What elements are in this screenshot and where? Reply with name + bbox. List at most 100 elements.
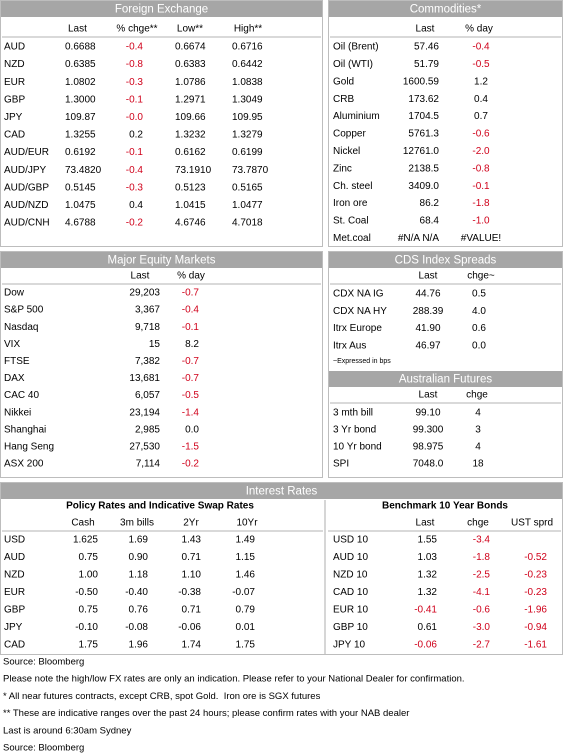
footnote: * All near futures contracts, except CRB… <box>3 691 321 702</box>
subsection-title: Benchmark 10 Year Bonds <box>382 501 508 512</box>
row-label: ASX 200 <box>4 459 44 470</box>
cell: 98.975 <box>413 442 444 453</box>
cell: 13,681 <box>129 373 160 384</box>
cell: -0.52 <box>524 552 547 563</box>
cell: 0.75 <box>79 605 99 616</box>
row-label: Oil (Brent) <box>333 42 379 53</box>
cell: -1.61 <box>524 640 547 651</box>
column-header: chge~ <box>467 271 495 282</box>
cell: 0.0 <box>185 424 199 435</box>
section-header <box>329 252 562 268</box>
cell: -0.3 <box>126 182 144 193</box>
cell: -0.6 <box>473 605 491 616</box>
cell: 1.0786 <box>175 77 206 88</box>
cell: 1.3255 <box>65 130 96 141</box>
cell: -0.10 <box>75 622 98 633</box>
cell: -0.4 <box>182 305 200 316</box>
row-label: CAC 40 <box>4 390 39 401</box>
cell: 1.49 <box>236 535 256 546</box>
cell: 0.5145 <box>65 182 96 193</box>
row-label: GBP 10 <box>333 622 368 633</box>
cell: 0.79 <box>236 605 256 616</box>
section-header <box>329 371 562 387</box>
cell: 1.74 <box>182 640 202 651</box>
column-header: High** <box>234 24 262 35</box>
cell: -0.0 <box>126 112 144 123</box>
cell: 9,718 <box>135 322 160 333</box>
cell: -0.7 <box>182 288 200 299</box>
cell: 0.90 <box>129 552 149 563</box>
cell: -0.5 <box>472 59 490 70</box>
cell: 0.6716 <box>232 42 263 53</box>
cell: 1.10 <box>182 570 202 581</box>
cell: 0.0 <box>472 341 486 352</box>
section-header <box>1 483 562 499</box>
cell: 1.32 <box>418 570 438 581</box>
cell: 1.3049 <box>232 94 263 105</box>
cell: -0.40 <box>125 587 148 598</box>
cell: 12761.0 <box>403 146 440 157</box>
cell: 0.6688 <box>65 42 96 53</box>
cell: -0.7 <box>182 356 200 367</box>
cell: 1.00 <box>79 570 99 581</box>
cell: 0.75 <box>79 552 99 563</box>
cell: 1.69 <box>129 535 149 546</box>
cell: 1.0802 <box>65 77 96 88</box>
cell: 109.87 <box>65 112 96 123</box>
column-header: % day <box>465 24 493 35</box>
row-label: AUD <box>4 42 25 53</box>
cell: 0.01 <box>236 622 256 633</box>
cell: 86.2 <box>420 198 440 209</box>
cell: 0.76 <box>129 605 149 616</box>
cell: -3.0 <box>473 622 491 633</box>
cell: 1.18 <box>129 570 149 581</box>
section-title: Major Equity Markets <box>107 255 215 267</box>
cell: -0.1 <box>126 147 144 158</box>
row-label: 10 Yr bond <box>333 442 382 453</box>
cell: 73.1910 <box>175 165 212 176</box>
row-label: Zinc <box>333 163 352 174</box>
cell: 18 <box>472 459 484 470</box>
row-label: Oil (WTI) <box>333 59 373 70</box>
row-label: Itrx Europe <box>333 323 382 334</box>
column-header: Last <box>416 24 435 35</box>
cell: 0.2 <box>129 130 143 141</box>
row-label: Iron ore <box>333 198 368 209</box>
cell: -0.1 <box>182 322 200 333</box>
footnote: ** These are indicative ranges over the … <box>3 708 409 719</box>
row-label: JPY <box>4 112 23 123</box>
row-label: EUR <box>4 77 25 88</box>
fx-panel <box>0 0 323 247</box>
cell: 1.3279 <box>232 130 263 141</box>
cell: 73.4820 <box>65 165 102 176</box>
cell: 6,057 <box>135 390 160 401</box>
footnote: Source: Bloomberg <box>3 657 84 668</box>
cell: 51.79 <box>414 59 439 70</box>
row-label: CAD <box>4 130 25 141</box>
row-label: USD 10 <box>333 535 368 546</box>
cell: 0.6199 <box>232 147 263 158</box>
cell: 8.2 <box>185 339 199 350</box>
cell: -4.1 <box>473 587 491 598</box>
cell: 44.76 <box>415 289 440 300</box>
cell: 1.0838 <box>232 77 263 88</box>
cell: 0.5123 <box>175 182 206 193</box>
cell: -1.0 <box>472 216 490 227</box>
row-label: Nikkei <box>4 407 31 418</box>
equity-panel <box>0 251 323 478</box>
row-label: CRB <box>333 94 354 105</box>
cell: -0.38 <box>178 587 201 598</box>
column-header: % chge** <box>116 24 157 35</box>
row-label: 3 mth bill <box>333 408 373 419</box>
cell: 109.95 <box>232 112 263 123</box>
row-label: GBP <box>4 94 25 105</box>
cell: 7,114 <box>136 459 161 470</box>
row-label: JPY 10 <box>333 640 365 651</box>
cell: 0.6162 <box>175 147 206 158</box>
column-header: chge <box>466 390 488 401</box>
cell: 0.4 <box>474 94 488 105</box>
column-header: Low** <box>177 24 203 35</box>
row-label: NZD 10 <box>333 570 368 581</box>
cell: 23,194 <box>129 407 160 418</box>
column-header: 2Yr <box>183 518 199 529</box>
